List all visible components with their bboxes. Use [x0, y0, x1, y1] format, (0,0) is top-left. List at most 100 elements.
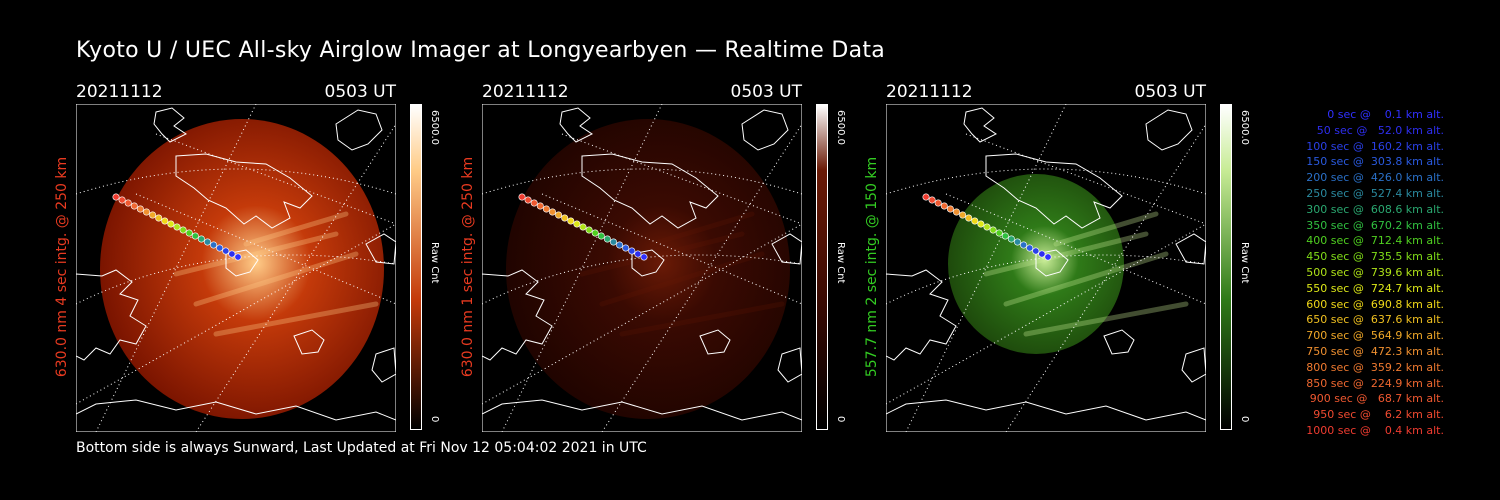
coastlines — [76, 107, 396, 432]
trajectory-point — [191, 232, 199, 240]
trajectory-point — [1020, 241, 1028, 249]
trajectory-point — [965, 214, 973, 222]
trajectory-point — [112, 193, 120, 201]
trajectory-point — [616, 241, 624, 249]
trajectory-point — [136, 205, 144, 213]
legend-row: 250 sec @ 527.4 km alt. — [1302, 186, 1444, 200]
allsky-image — [886, 104, 1206, 432]
colorbar-min-label: 0 — [835, 416, 846, 423]
trajectory-point — [124, 199, 132, 207]
trajectory-point — [567, 217, 575, 225]
trajectory-point — [959, 211, 967, 219]
trajectory-point — [1007, 235, 1015, 243]
footer-note: Bottom side is always Sunward, Last Upda… — [76, 440, 647, 456]
coastlines — [482, 107, 802, 432]
trajectory-point — [149, 211, 157, 219]
legend-row: 800 sec @ 359.2 km alt. — [1302, 360, 1444, 374]
trajectory-point — [155, 214, 163, 222]
imager-panel-1: 20211112 0503 UT 630.0 nm 4 sec intg. @ 25… — [54, 82, 440, 432]
trajectory-point — [995, 229, 1003, 237]
trajectory-point — [603, 235, 611, 243]
trajectory-point — [130, 202, 138, 210]
trajectory-point — [928, 196, 936, 204]
trajectory-point — [549, 208, 557, 216]
trajectory-point — [222, 247, 230, 255]
trajectory-legend: 0 sec @ 0.1 km alt. 50 sec @ 52.0 km alt… — [1262, 108, 1444, 440]
trajectory-point — [179, 226, 187, 234]
allsky-image — [482, 104, 802, 432]
colorbar — [410, 104, 422, 430]
panel-date: 20211112 — [482, 82, 569, 102]
legend-row: 0 sec @ 0.1 km alt. — [1316, 108, 1444, 121]
trajectory-point — [228, 250, 236, 258]
trajectory-point — [573, 220, 581, 228]
trajectory-point — [561, 214, 569, 222]
imager-panel-3: 20211112 0503 UT 557.7 nm 2 sec intg. @ 15… — [864, 82, 1250, 432]
lat-lon-grid — [482, 104, 802, 432]
colorbar-max-label: 6500.0 — [835, 110, 846, 145]
trajectory-point — [640, 253, 648, 261]
trajectory-point — [934, 199, 942, 207]
trajectory-point — [1014, 238, 1022, 246]
aurora-streaks — [173, 211, 379, 337]
colorbar-unit-label: Raw Cnt — [429, 242, 440, 284]
legend-row: 700 sec @ 564.9 km alt. — [1302, 329, 1444, 343]
trajectory-point — [173, 223, 181, 231]
trajectory-point — [167, 220, 175, 228]
colorbar-unit-label: Raw Cnt — [1239, 242, 1250, 284]
trajectory-point — [1026, 244, 1034, 252]
legend-row: 300 sec @ 608.6 km alt. — [1302, 202, 1444, 216]
imager-panel-2: 20211112 0503 UT 630.0 nm 1 sec intg. @ 25… — [460, 82, 846, 432]
trajectory-point — [971, 217, 979, 225]
trajectory-point — [634, 250, 642, 258]
trajectory-point — [628, 247, 636, 255]
panel-time: 0503 UT — [1134, 82, 1207, 102]
trajectory-point — [143, 208, 151, 216]
trajectory-point — [983, 223, 991, 231]
trajectory-point — [585, 226, 593, 234]
trajectory-point — [922, 193, 930, 201]
legend-row: 650 sec @ 637.6 km alt. — [1302, 313, 1444, 327]
panel-axis-label: 557.7 nm 2 sec intg. @ 150 km — [864, 156, 880, 378]
panel-date: 20211112 — [886, 82, 973, 102]
aurora-streaks — [579, 211, 785, 337]
aurora-streaks — [983, 211, 1189, 337]
trajectory-point — [989, 226, 997, 234]
legend-row: 200 sec @ 426.0 km alt. — [1302, 171, 1444, 185]
legend-row: 750 sec @ 472.3 km alt. — [1302, 344, 1444, 358]
colorbar-max-label: 6500.0 — [1239, 110, 1250, 145]
trajectory-point — [197, 235, 205, 243]
legend-row: 100 sec @ 160.2 km alt. — [1302, 139, 1444, 153]
legend-row: 400 sec @ 712.4 km alt. — [1302, 234, 1444, 248]
trajectory-point — [542, 205, 550, 213]
page-title: Kyoto U / UEC All-sky Airglow Imager at … — [76, 38, 886, 63]
lat-lon-grid — [886, 104, 1206, 432]
trajectory-point — [597, 232, 605, 240]
trajectory-point — [118, 196, 126, 204]
colorbar-max-label: 6500.0 — [429, 110, 440, 145]
lat-lon-grid — [76, 104, 396, 432]
trajectory-point — [610, 238, 618, 246]
legend-row: 450 sec @ 735.5 km alt. — [1302, 250, 1444, 264]
legend-row: 550 sec @ 724.7 km alt. — [1302, 281, 1444, 295]
trajectory-point — [204, 238, 212, 246]
panel-time: 0503 UT — [324, 82, 397, 102]
trajectory-point — [940, 202, 948, 210]
trajectory-point — [953, 208, 961, 216]
trajectory-point — [622, 244, 630, 252]
legend-row: 900 sec @ 68.7 km alt. — [1306, 392, 1444, 406]
trajectory-point — [216, 244, 224, 252]
legend-row: 50 sec @ 52.0 km alt. — [1309, 123, 1444, 137]
colorbar — [1220, 104, 1232, 430]
trajectory-point — [1038, 250, 1046, 258]
trajectory-point — [1044, 253, 1052, 261]
panel-axis-label: 630.0 nm 1 sec intg. @ 250 km — [460, 156, 476, 378]
legend-row: 1000 sec @ 0.4 km alt. — [1306, 423, 1444, 437]
trajectory-point — [555, 211, 563, 219]
trajectory-point — [210, 241, 218, 249]
trajectory-point — [234, 253, 242, 261]
legend-row: 600 sec @ 690.8 km alt. — [1302, 297, 1444, 311]
colorbar-unit-label: Raw Cnt — [835, 242, 846, 284]
panel-axis-label: 630.0 nm 4 sec intg. @ 250 km — [54, 156, 70, 378]
legend-row: 500 sec @ 739.6 km alt. — [1302, 265, 1444, 279]
